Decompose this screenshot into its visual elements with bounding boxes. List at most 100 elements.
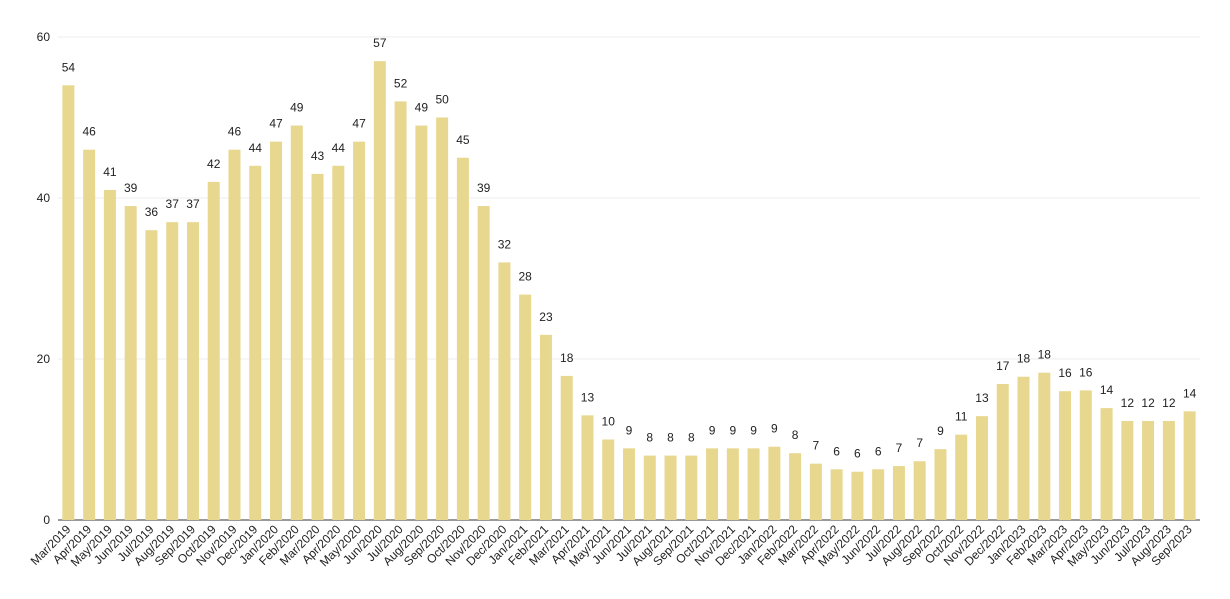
y-tick-label: 0 — [43, 513, 50, 527]
value-label: 13 — [581, 390, 595, 404]
bar — [290, 125, 303, 521]
value-label: 49 — [290, 101, 304, 115]
bar — [581, 415, 594, 520]
y-tick-label: 20 — [37, 352, 51, 366]
bar — [477, 206, 490, 521]
value-label: 44 — [249, 141, 263, 155]
bar — [623, 448, 635, 520]
value-label: 36 — [145, 205, 159, 219]
value-label: 46 — [228, 125, 242, 139]
bar — [706, 448, 719, 520]
bar — [353, 141, 366, 520]
value-label: 39 — [124, 181, 138, 195]
bar — [373, 61, 386, 521]
value-label: 9 — [750, 423, 757, 437]
bar — [145, 230, 158, 520]
value-label: 50 — [435, 93, 449, 107]
value-label: 17 — [996, 359, 1010, 373]
value-label: 7 — [896, 441, 903, 455]
bar — [270, 141, 283, 520]
bar — [643, 455, 656, 520]
value-label: 8 — [646, 431, 653, 445]
bar — [913, 461, 926, 520]
bar — [1017, 376, 1030, 520]
bar — [498, 262, 511, 520]
value-label: 37 — [166, 197, 180, 211]
value-label: 45 — [456, 133, 470, 147]
value-label: 14 — [1183, 386, 1197, 400]
value-label: 8 — [688, 431, 695, 445]
value-label: 9 — [729, 423, 736, 437]
bar — [103, 189, 116, 520]
bar — [1162, 420, 1175, 520]
bar — [934, 449, 947, 520]
value-label: 16 — [1079, 365, 1093, 379]
bar — [726, 448, 739, 520]
value-label: 49 — [415, 101, 429, 115]
bar — [809, 463, 822, 520]
bar — [166, 222, 179, 520]
value-label: 37 — [186, 197, 200, 211]
bar — [62, 85, 75, 521]
bar — [519, 294, 532, 520]
value-label: 39 — [477, 181, 491, 195]
bar — [186, 222, 199, 520]
bar — [851, 471, 864, 520]
bar — [1038, 372, 1051, 520]
bar — [975, 416, 988, 520]
value-label: 10 — [602, 415, 616, 429]
value-label: 7 — [916, 436, 923, 450]
value-label: 6 — [875, 444, 882, 458]
bar — [1100, 408, 1113, 520]
value-label: 41 — [103, 165, 117, 179]
bar — [83, 149, 96, 520]
bar — [996, 383, 1009, 520]
value-label: 13 — [975, 391, 989, 405]
value-label: 28 — [519, 270, 533, 284]
bar — [249, 165, 262, 521]
bar — [664, 455, 677, 520]
bar — [747, 448, 760, 520]
value-label: 9 — [626, 423, 633, 437]
value-label: 6 — [833, 444, 840, 458]
bar — [560, 375, 573, 520]
value-label: 9 — [771, 422, 778, 436]
bar — [1142, 420, 1155, 520]
value-label: 57 — [373, 36, 387, 50]
bar — [768, 446, 781, 520]
value-label: 47 — [269, 117, 283, 131]
bar — [394, 101, 407, 521]
value-label: 18 — [560, 351, 574, 365]
bar — [1079, 390, 1092, 520]
value-label: 44 — [332, 141, 346, 155]
bar — [415, 125, 428, 521]
value-label: 11 — [955, 410, 968, 424]
value-label: 47 — [352, 117, 366, 131]
value-label: 12 — [1141, 396, 1155, 410]
bar — [456, 157, 469, 520]
bar — [1059, 391, 1072, 520]
bar — [1121, 420, 1134, 520]
bar — [1183, 411, 1196, 520]
value-label: 8 — [667, 431, 674, 445]
value-label: 16 — [1058, 366, 1072, 380]
value-label: 23 — [539, 310, 553, 324]
bar — [539, 334, 552, 520]
value-label: 8 — [792, 428, 799, 442]
value-label: 32 — [498, 237, 512, 251]
value-label: 9 — [709, 423, 716, 437]
value-label: 42 — [207, 157, 221, 171]
value-label: 18 — [1017, 352, 1031, 366]
y-tick-label: 60 — [37, 30, 51, 44]
bar — [602, 439, 615, 520]
value-label: 14 — [1100, 383, 1114, 397]
value-label: 12 — [1121, 396, 1135, 410]
bar — [872, 469, 885, 520]
bar — [830, 469, 843, 520]
value-label: 54 — [62, 60, 76, 74]
bar — [228, 149, 241, 520]
bar — [892, 466, 905, 520]
bar — [124, 206, 137, 521]
value-label: 52 — [394, 76, 408, 90]
